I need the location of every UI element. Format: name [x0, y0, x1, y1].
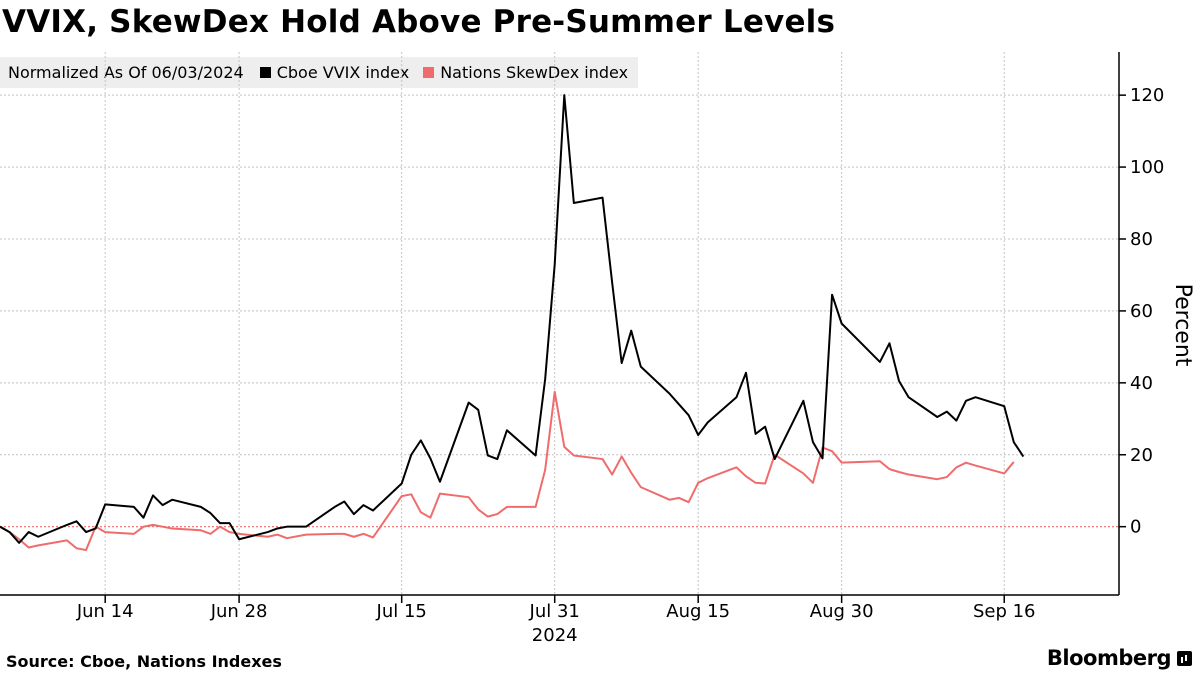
legend-entry-vvix: Cboe VVIX index [259, 63, 410, 82]
legend-label-vvix: Cboe VVIX index [276, 63, 410, 82]
chart-grid [0, 52, 1119, 595]
x-tick-label: Sep 16 [973, 601, 1036, 622]
legend-entry-skewdex: Nations SkewDex index [423, 63, 628, 82]
bloomberg-terminal-icon [1177, 650, 1192, 666]
brand-logo: Bloomberg [1047, 646, 1192, 670]
legend: Normalized As Of 06/03/2024 Cboe VVIX in… [0, 57, 639, 88]
y-tick-label: 120 [1130, 85, 1164, 106]
x-tick-label: Aug 30 [810, 601, 874, 622]
y-tick-label: 80 [1130, 229, 1153, 250]
brand-name: Bloomberg [1046, 646, 1172, 670]
chart-title: VVIX, SkewDex Hold Above Pre-Summer Leve… [2, 4, 836, 40]
y-tick-label: 0 [1130, 517, 1141, 538]
y-axis-ticks: 0 20 40 60 80 100 120 [1119, 85, 1164, 538]
y-tick-label: 20 [1130, 445, 1153, 466]
source-note: Source: Cboe, Nations Indexes [6, 652, 282, 671]
legend-label-skewdex: Nations SkewDex index [440, 63, 629, 82]
x-axis-year-label: 2024 [532, 625, 578, 646]
x-axis-ticks: Jun 14 Jun 28 Jul 15 Jul 31 Aug 15 Aug 30 Sep … [76, 595, 1036, 622]
x-tick-label: Jun 28 [210, 601, 268, 622]
series-line-0 [0, 94, 1025, 544]
chart-series [0, 94, 1025, 552]
legend-swatch-skewdex [423, 67, 435, 78]
legend-swatch-vvix [259, 67, 271, 78]
legend-normalization-note: Normalized As Of 06/03/2024 [8, 63, 244, 82]
y-tick-label: 40 [1130, 373, 1153, 394]
y-axis-label: Percent [1170, 284, 1195, 367]
x-tick-label: Jul 15 [376, 601, 427, 622]
series-line-1 [0, 390, 1015, 552]
y-tick-label: 100 [1130, 157, 1164, 178]
x-tick-label: Aug 15 [666, 601, 730, 622]
x-tick-label: Jul 31 [529, 601, 580, 622]
x-tick-label: Jun 14 [76, 601, 134, 622]
y-tick-label: 60 [1130, 301, 1153, 322]
